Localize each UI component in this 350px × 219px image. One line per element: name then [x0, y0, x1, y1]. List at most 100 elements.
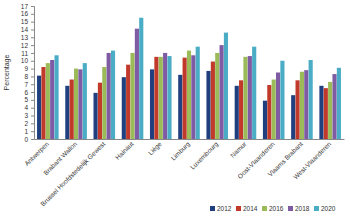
legend-item: 2018: [288, 205, 310, 212]
legend-swatch: [210, 206, 215, 211]
x-tick-label: Antwerpen: [23, 140, 51, 168]
bar: [332, 74, 336, 139]
y-tick: 8: [24, 73, 34, 80]
y-tick-mark: [31, 76, 34, 77]
y-tick: 3: [24, 112, 34, 119]
y-tick-mark: [31, 84, 34, 85]
bar: [243, 57, 247, 139]
bar: [280, 61, 284, 139]
bar: [159, 57, 163, 139]
legend-item: 2012: [210, 205, 232, 212]
y-tick-mark: [31, 61, 34, 62]
bar: [107, 53, 111, 139]
x-tick-label: Namur: [229, 140, 248, 159]
legend-label: 2018: [295, 205, 310, 212]
y-axis-title: Percentage: [3, 54, 11, 90]
bar: [324, 88, 328, 139]
x-tick: Namur: [229, 139, 248, 159]
bar: [139, 18, 143, 139]
bar-series: [50, 29, 336, 139]
bar: [309, 60, 313, 139]
bar: [74, 69, 78, 139]
legend-swatch: [236, 206, 241, 211]
y-tick-mark: [31, 37, 34, 38]
y-tick: 17: [21, 3, 34, 10]
x-tick: Limburg: [170, 139, 193, 162]
bar: [37, 76, 41, 139]
bar-series: [41, 57, 327, 139]
x-tick-label: Hainaut: [114, 140, 135, 161]
bar-series: [46, 51, 332, 139]
bar: [183, 58, 187, 139]
bar: [224, 33, 228, 139]
bar: [135, 29, 139, 139]
bar: [70, 80, 74, 139]
x-tick: Hainaut: [114, 139, 135, 161]
bar: [211, 62, 215, 139]
bar: [41, 67, 45, 139]
x-tick: Liège: [147, 139, 164, 157]
legend-label: 2016: [269, 205, 284, 212]
y-tick-mark: [31, 69, 34, 70]
y-tick: 5: [24, 96, 34, 103]
y-tick: 11: [21, 50, 34, 57]
chart: 01234567891011121314151617AntwerpenBraba…: [0, 0, 350, 219]
x-tick: West-Vlaanderen: [292, 139, 333, 181]
bar: [167, 56, 171, 139]
bar: [206, 71, 210, 139]
y-tick-label: 15: [21, 18, 29, 25]
bar: [178, 75, 182, 139]
legend-swatch: [314, 206, 319, 211]
y-tick-mark: [31, 45, 34, 46]
x-tick: Brussel Hoofdstedelijk Gewest: [39, 139, 107, 208]
bar: [220, 45, 224, 139]
legend-label: 2014: [243, 205, 258, 212]
y-tick-label: 13: [21, 34, 29, 41]
y-axis-line: [31, 7, 35, 140]
y-tick-label: 3: [24, 112, 28, 119]
bar: [300, 72, 304, 139]
bar: [196, 47, 200, 139]
bar: [291, 95, 295, 139]
bar: [65, 86, 69, 139]
legend: 20122014201620182020: [210, 205, 336, 212]
y-tick-label: 17: [21, 3, 29, 10]
y-tick-label: 1: [24, 128, 28, 135]
bar: [215, 53, 219, 139]
bar: [98, 83, 102, 139]
legend-swatch: [288, 206, 293, 211]
y-tick-mark: [31, 53, 34, 54]
y-tick: 9: [24, 65, 34, 72]
y-tick-label: 7: [24, 81, 28, 88]
y-tick: 2: [24, 120, 34, 127]
bar: [83, 63, 87, 139]
y-tick-label: 16: [21, 10, 29, 17]
bar: [102, 67, 106, 139]
y-tick: 10: [21, 57, 34, 64]
y-tick-mark: [31, 139, 34, 140]
x-tick-label: Brussel Hoofdstedelijk Gewest: [39, 140, 107, 208]
y-tick: 4: [24, 104, 34, 111]
bar-series: [54, 18, 340, 139]
y-tick-label: 5: [24, 96, 28, 103]
plot: 01234567891011121314151617AntwerpenBraba…: [21, 3, 345, 209]
y-tick: 0: [24, 136, 34, 143]
y-tick: 6: [24, 89, 34, 96]
y-tick-mark: [31, 131, 34, 132]
x-tick-label: Luxembourg: [189, 140, 220, 171]
y-tick-mark: [31, 92, 34, 93]
y-tick-mark: [31, 108, 34, 109]
legend-label: 2012: [217, 205, 232, 212]
bar: [163, 53, 167, 139]
y-tick-label: 2: [24, 120, 28, 127]
bar: [94, 93, 98, 139]
bar: [78, 69, 82, 139]
y-tick-mark: [31, 29, 34, 30]
legend-item: 2016: [262, 205, 284, 212]
bar: [272, 80, 276, 139]
bar: [150, 69, 154, 139]
y-tick: 13: [21, 34, 34, 41]
x-tick: Antwerpen: [23, 139, 51, 168]
x-tick-label: Liège: [147, 140, 164, 157]
bar: [252, 47, 256, 139]
